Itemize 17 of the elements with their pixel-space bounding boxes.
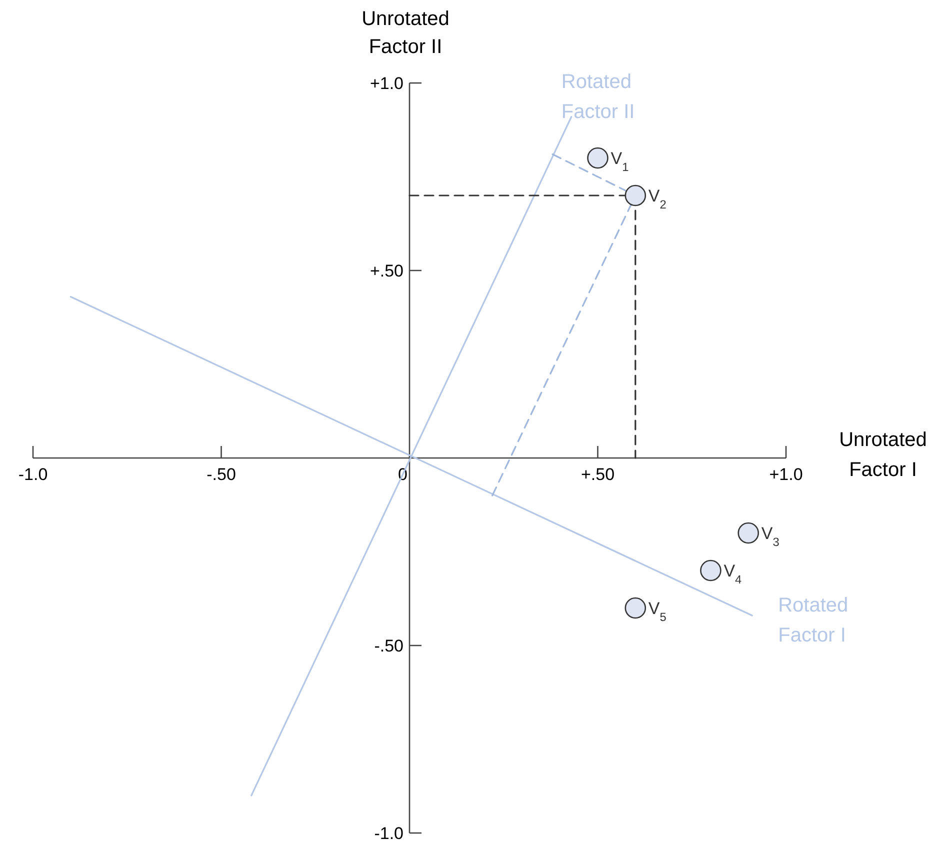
annotation: V$_{3}$: [761, 524, 780, 549]
x-axis-title: Unrotated Factor I: [839, 429, 927, 481]
x-tick-label: -1.0: [18, 465, 48, 484]
x-tick-label: +.50: [580, 465, 615, 484]
annotation: V$_{4}$: [724, 562, 742, 586]
annotation: V$_{5}$: [648, 599, 667, 624]
annotation: V$_{1}$: [610, 149, 630, 174]
y-tick-label: -.50: [374, 636, 404, 656]
annotation: V$_{2}$: [648, 186, 667, 212]
y-tick-label: +.50: [370, 262, 404, 280]
series-label: Rotated Factor I: [778, 594, 848, 646]
x-tick-label: -.50: [206, 465, 236, 484]
x-tick-label: +1.0: [769, 465, 803, 484]
y-tick-label: +1.0: [370, 74, 404, 93]
series-label: Rotated Factor II: [561, 70, 635, 123]
y-tick-label: -1.0: [374, 824, 404, 841]
y-axis-title: Unrotated Factor II: [362, 8, 450, 58]
